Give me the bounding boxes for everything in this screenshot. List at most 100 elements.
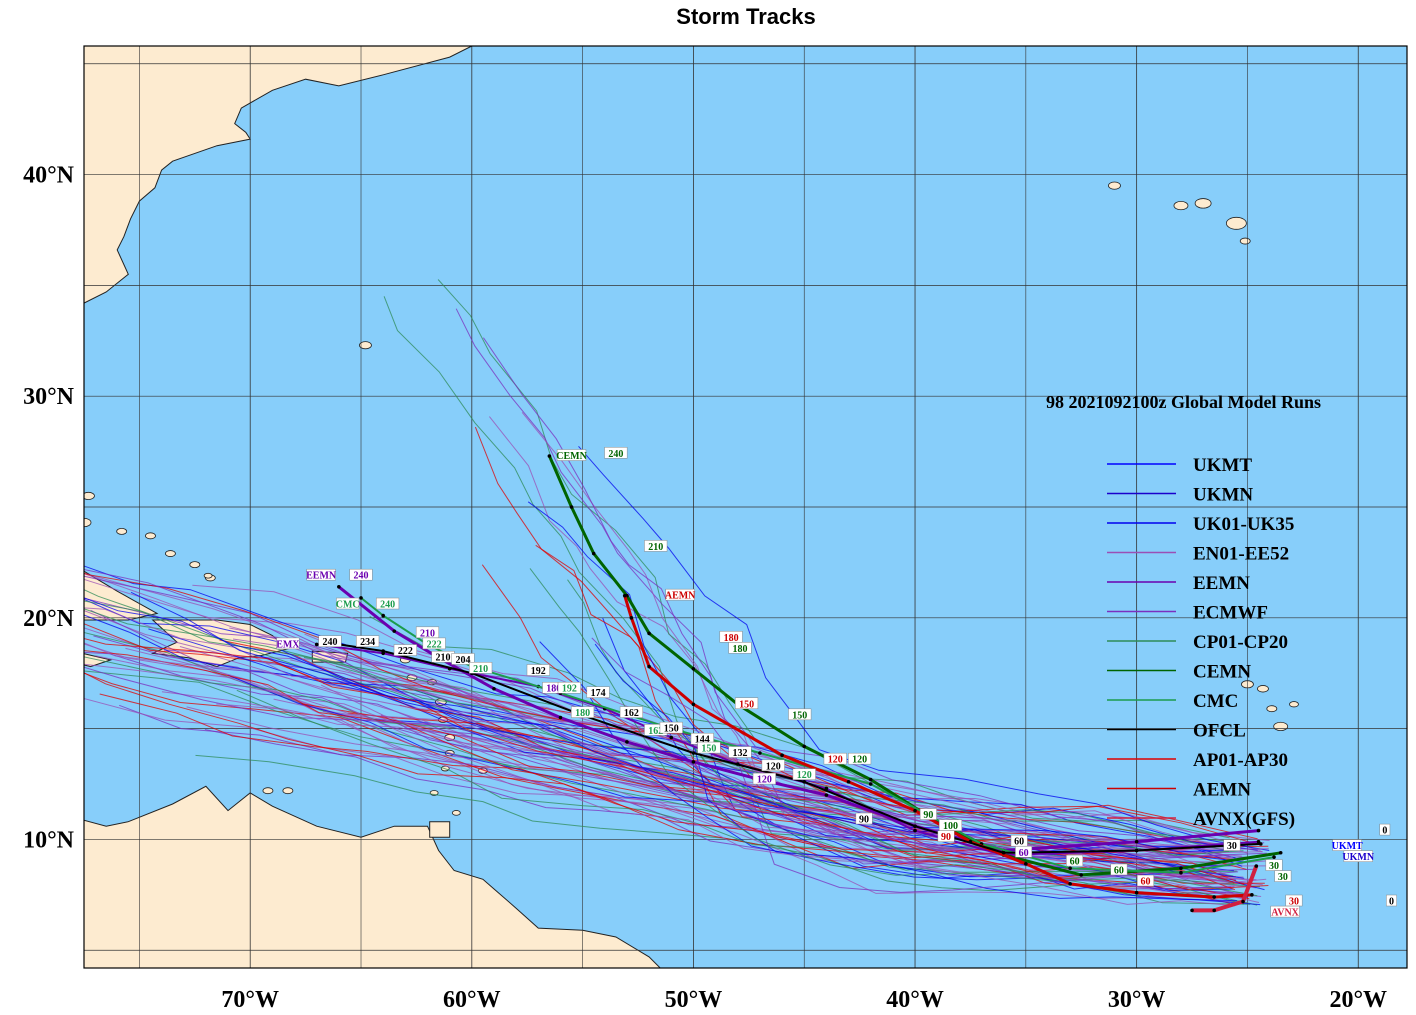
- tag-text: AVNX: [1271, 908, 1299, 919]
- tag-box: [306, 568, 336, 581]
- islet-5: [116, 527, 128, 535]
- track-point: [1068, 881, 1072, 886]
- legend-label: OFCL: [1193, 721, 1246, 742]
- track-point: [1241, 899, 1245, 904]
- legend-item: EEMN: [1107, 573, 1250, 594]
- forecast-hour-tag: 60: [1015, 846, 1033, 859]
- track-point: [1134, 839, 1139, 844]
- forecast-hour-tag: 30: [1274, 870, 1292, 883]
- tag-box: [619, 706, 643, 718]
- tag-box: [848, 752, 872, 765]
- lon-tick-label: 70°W: [221, 987, 279, 1013]
- track-ofcl: [338, 643, 1261, 854]
- forecast-hour-tag: 60: [1110, 863, 1128, 876]
- legend-label: EEMN: [1193, 573, 1250, 594]
- ensemble-track: [84, 651, 1237, 855]
- ensemble-track: [591, 637, 1239, 893]
- tag-box: [728, 642, 752, 654]
- legend-item: CEMN: [1107, 662, 1251, 683]
- tag-text: 162: [648, 726, 663, 737]
- map-frame: [83, 45, 1408, 969]
- track-point: [824, 793, 829, 797]
- model-name-tag: UKMN: [1342, 850, 1375, 863]
- track-point: [691, 702, 696, 707]
- tag-box: [469, 662, 493, 674]
- tag-box: [318, 635, 342, 647]
- tag-box: [526, 664, 550, 676]
- legend-item: OFCL: [1107, 721, 1246, 742]
- tag-box: [792, 768, 816, 780]
- legend-label: CMC: [1193, 691, 1238, 712]
- forecast-hour-tag: 90: [937, 830, 955, 843]
- tag-text: EMX: [276, 639, 300, 650]
- forecast-hour-tag: 222: [422, 637, 446, 650]
- forecast-hour-tag: 180: [571, 706, 595, 719]
- tag-box: [752, 772, 776, 785]
- track-point: [1256, 828, 1261, 833]
- ensemble-track: [328, 699, 1236, 907]
- legend-label: UKMT: [1193, 455, 1252, 476]
- ensemble-track: [567, 579, 1227, 852]
- ensemble-track: [395, 677, 1269, 855]
- ensemble-track: [204, 729, 1226, 897]
- tag-text: 162: [624, 708, 639, 719]
- forecast-hour-tag: 240: [604, 447, 628, 460]
- tag-box: [1265, 859, 1283, 871]
- track-point: [1179, 870, 1183, 875]
- track-point: [913, 828, 917, 833]
- tag-text: 210: [648, 542, 663, 553]
- lat-tick-label: 40°N: [23, 163, 75, 189]
- legend-item: CP01-CP20: [1107, 632, 1288, 653]
- forecast-hour-tag: 30: [1223, 839, 1241, 852]
- tag-box: [276, 637, 300, 650]
- track-point: [1134, 890, 1139, 895]
- tag-box: [349, 568, 373, 581]
- tag-text: 240: [354, 571, 369, 582]
- trinidad-island: [429, 821, 451, 838]
- track-point: [381, 649, 385, 653]
- tag-box: [823, 752, 847, 765]
- forecast-hour-tag: 162: [619, 706, 643, 719]
- forecast-hour-tag: 150: [735, 697, 759, 710]
- tag-text: 60: [1070, 857, 1080, 868]
- tag-box: [728, 746, 752, 758]
- legend-label: AEMN: [1193, 780, 1251, 801]
- forecast-hour-tag: 90: [855, 812, 873, 826]
- islet-23: [1173, 200, 1189, 211]
- forecast-hour-tag: 174: [586, 686, 610, 699]
- tag-text: 60: [1141, 877, 1151, 888]
- islet-8: [203, 572, 213, 579]
- ensemble-track: [84, 650, 1245, 885]
- tag-text: 0: [1382, 826, 1387, 837]
- track-point: [492, 686, 496, 691]
- forecast-hour-tag: 120: [792, 768, 816, 781]
- track-point: [359, 596, 363, 600]
- tag-box: [356, 635, 380, 647]
- tag-text: UKMN: [1342, 852, 1374, 863]
- tag-text: 210: [420, 628, 435, 639]
- ensemble-track: [578, 445, 1270, 851]
- tag-text: 210: [473, 664, 488, 675]
- legend-label: UKMN: [1193, 485, 1253, 506]
- tag-text: 120: [852, 755, 867, 766]
- legend-item: UK01-UK35: [1107, 514, 1294, 535]
- forecast-hour-tag: 30: [1285, 894, 1303, 908]
- tag-text: 120: [797, 770, 812, 781]
- tag-box: [604, 447, 628, 459]
- track-point: [1079, 873, 1084, 877]
- legend-item: UKMN: [1107, 485, 1253, 506]
- forecast-hour-tag: 210: [469, 662, 493, 675]
- track-point: [802, 744, 807, 749]
- tag-box: [1386, 894, 1397, 907]
- forecast-hour-tag: 120: [848, 752, 872, 766]
- tag-box: [1343, 850, 1373, 862]
- track-point: [547, 454, 552, 458]
- tag-box: [665, 588, 695, 601]
- tag-box: [761, 759, 785, 772]
- forecast-hour-tag: 60: [1137, 874, 1154, 888]
- tag-text: 240: [608, 449, 623, 460]
- track-point: [780, 753, 784, 758]
- tag-text: 180: [732, 644, 747, 655]
- lat-lon-grid: [84, 46, 1407, 968]
- page-title: Storm Tracks: [676, 4, 816, 29]
